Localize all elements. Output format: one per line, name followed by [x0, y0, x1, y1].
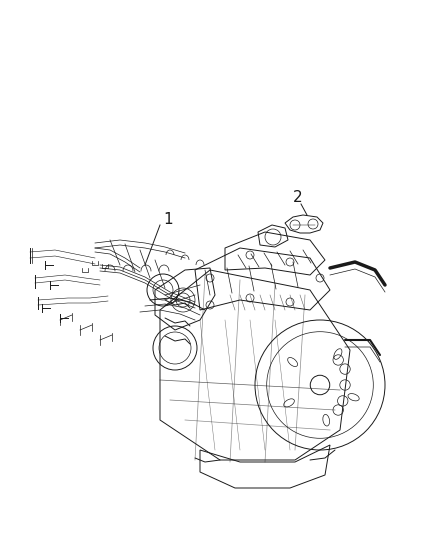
Text: 1: 1: [163, 213, 173, 228]
Text: 2: 2: [293, 190, 303, 206]
